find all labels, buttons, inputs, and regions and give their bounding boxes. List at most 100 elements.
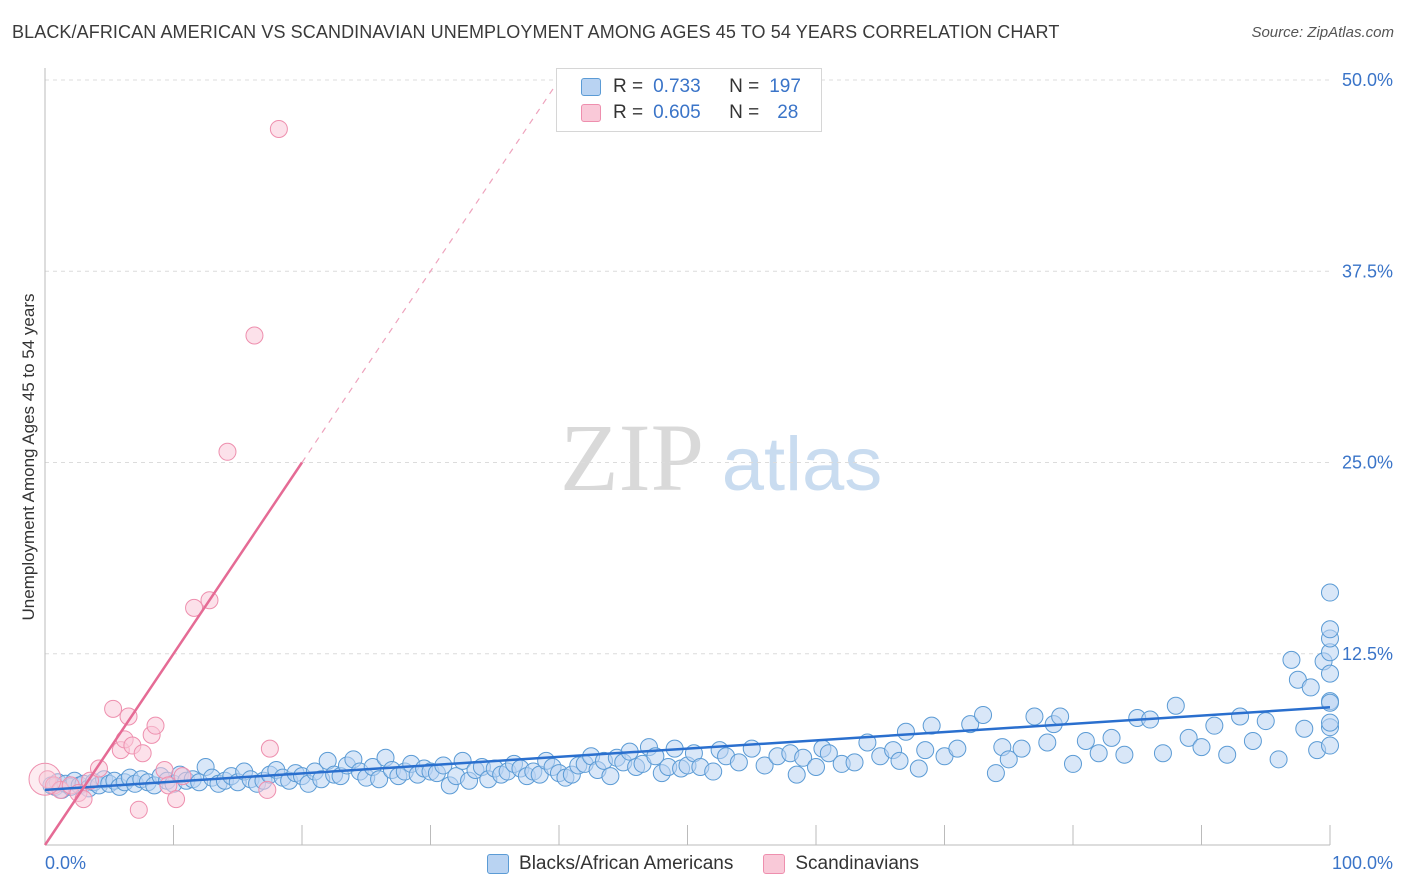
point-blacks bbox=[1089, 744, 1108, 763]
stats-n-value: 197 bbox=[769, 76, 801, 97]
trend-lines bbox=[43, 79, 1331, 846]
point-blacks bbox=[986, 764, 1005, 783]
stats-legend: R = 0.733 N = 197 R = 0.605 N = 28 bbox=[556, 68, 822, 132]
series-scandinavians-points bbox=[28, 119, 288, 819]
legend-item-blacks: Blacks/African Americans bbox=[487, 853, 733, 875]
y-tick-label: 25.0% bbox=[1342, 453, 1393, 473]
point-scandinavians bbox=[245, 326, 264, 345]
point-scandinavians bbox=[185, 598, 204, 617]
point-blacks bbox=[742, 739, 761, 758]
point-blacks bbox=[1166, 696, 1185, 715]
point-blacks bbox=[1269, 750, 1288, 769]
legend-item-scandinavians: Scandinavians bbox=[763, 853, 919, 875]
point-scandinavians bbox=[258, 780, 277, 799]
point-blacks bbox=[729, 753, 748, 772]
point-blacks bbox=[819, 744, 838, 763]
point-scandinavians bbox=[74, 790, 93, 809]
point-blacks bbox=[1153, 744, 1172, 763]
point-blacks bbox=[787, 765, 806, 784]
point-blacks bbox=[1038, 733, 1057, 752]
point-blacks bbox=[1231, 707, 1250, 726]
y-tick-label: 50.0% bbox=[1342, 70, 1393, 90]
y-tick-label: 12.5% bbox=[1342, 644, 1393, 664]
stats-n-label: N = bbox=[729, 76, 760, 97]
point-blacks bbox=[909, 759, 928, 778]
stats-row-scandinavians: R = 0.605 N = 28 bbox=[581, 100, 798, 126]
point-scandinavians bbox=[133, 744, 152, 763]
watermark-zip: ZIP bbox=[560, 404, 704, 511]
point-scandinavians bbox=[104, 699, 123, 718]
point-blacks bbox=[453, 751, 472, 770]
point-blacks bbox=[1051, 707, 1070, 726]
stats-r-value: 0.605 bbox=[653, 102, 701, 123]
point-blacks bbox=[1012, 739, 1031, 758]
point-blacks bbox=[704, 762, 723, 781]
point-blacks bbox=[1076, 731, 1095, 750]
stats-r-label: R = bbox=[613, 76, 644, 97]
chart-title: BLACK/AFRICAN AMERICAN VS SCANDINAVIAN U… bbox=[12, 22, 1060, 42]
point-blacks bbox=[999, 750, 1018, 769]
point-blacks bbox=[601, 767, 620, 786]
point-blacks bbox=[1256, 712, 1275, 731]
point-scandinavians-large bbox=[28, 762, 62, 796]
series-blacks-points bbox=[42, 583, 1339, 799]
point-blacks bbox=[845, 753, 864, 772]
point-blacks bbox=[1321, 736, 1339, 755]
legend-label-scandinavians: Scandinavians bbox=[795, 853, 919, 874]
point-blacks bbox=[1218, 745, 1237, 764]
series-legend: Blacks/African Americans Scandinavians bbox=[0, 850, 1406, 878]
point-scandinavians bbox=[260, 739, 279, 758]
point-blacks bbox=[1295, 719, 1314, 738]
point-blacks bbox=[794, 748, 813, 767]
point-blacks bbox=[916, 741, 935, 760]
trend-line-scandinavians bbox=[43, 461, 304, 846]
point-blacks bbox=[1205, 716, 1224, 735]
trend-extension-scandinavians bbox=[301, 79, 560, 463]
x-tick-label: 100.0% bbox=[1332, 853, 1393, 873]
point-blacks bbox=[961, 715, 980, 734]
stats-r-label: R = bbox=[613, 102, 644, 123]
stats-n-value: 28 bbox=[777, 102, 799, 123]
legend-label-blacks: Blacks/African Americans bbox=[519, 853, 734, 874]
point-blacks bbox=[1282, 650, 1301, 669]
legend-swatch-scandinavians bbox=[763, 854, 786, 874]
point-blacks bbox=[370, 770, 389, 789]
point-scandinavians bbox=[155, 761, 174, 780]
stats-r-value: 0.733 bbox=[653, 76, 701, 97]
point-blacks bbox=[1192, 738, 1211, 757]
tick-labels: 12.5% 25.0% 37.5% 50.0% 0.0% 100.0% bbox=[45, 70, 1393, 873]
point-blacks bbox=[1301, 678, 1320, 697]
watermark-atlas: atlas bbox=[722, 422, 883, 507]
point-scandinavians bbox=[167, 790, 186, 809]
point-blacks bbox=[1321, 713, 1339, 732]
point-scandinavians bbox=[146, 716, 165, 735]
point-scandinavians bbox=[129, 800, 148, 819]
y-axis-label: Unemployment Among Ages 45 to 54 years bbox=[19, 294, 38, 621]
point-blacks bbox=[755, 756, 774, 775]
point-blacks bbox=[896, 722, 915, 741]
point-blacks bbox=[1321, 620, 1339, 639]
stats-n-label: N = bbox=[729, 102, 760, 123]
point-blacks bbox=[948, 739, 967, 758]
stats-row-blacks: R = 0.733 N = 197 bbox=[581, 74, 801, 100]
source-credit: Source: ZipAtlas.com bbox=[1251, 24, 1394, 41]
y-tick-label: 37.5% bbox=[1342, 261, 1393, 281]
point-blacks bbox=[1102, 728, 1121, 747]
stats-swatch-blacks bbox=[581, 78, 601, 96]
gridlines bbox=[45, 79, 1330, 655]
point-blacks bbox=[974, 705, 993, 724]
point-blacks bbox=[1025, 707, 1044, 726]
point-blacks bbox=[1115, 745, 1134, 764]
point-blacks bbox=[807, 757, 825, 776]
point-blacks bbox=[1179, 728, 1198, 747]
point-blacks bbox=[1321, 583, 1339, 602]
legend-swatch-blacks bbox=[487, 854, 510, 874]
trend-line-blacks bbox=[44, 706, 1331, 792]
x-tick-label: 0.0% bbox=[45, 853, 86, 873]
point-blacks bbox=[890, 751, 909, 770]
point-blacks bbox=[1321, 664, 1339, 683]
axes bbox=[44, 68, 1331, 846]
point-scandinavians bbox=[218, 442, 237, 461]
point-blacks bbox=[1243, 731, 1262, 750]
